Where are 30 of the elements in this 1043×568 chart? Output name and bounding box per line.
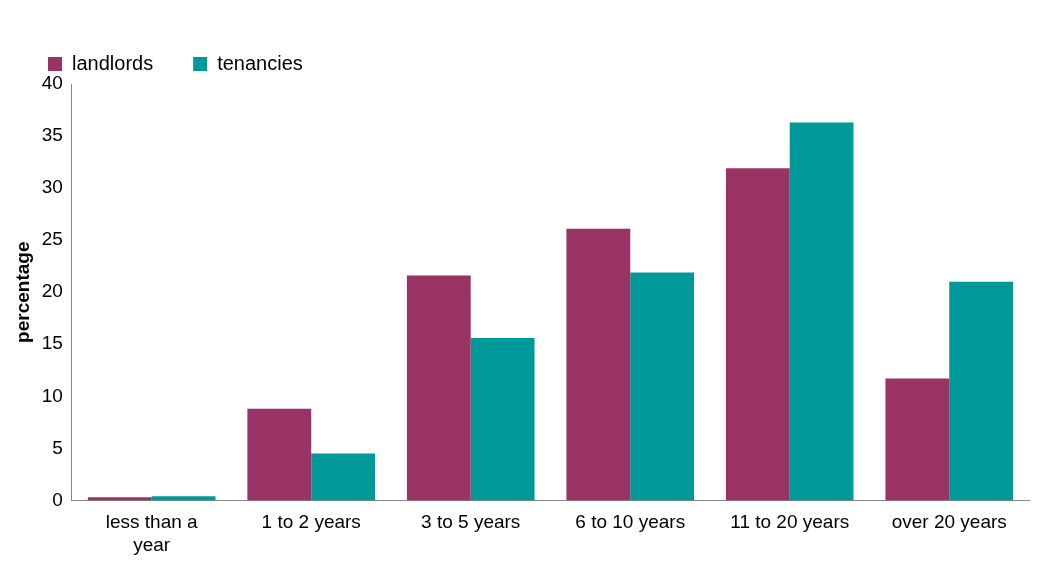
x-tick-label: less than a year <box>105 511 199 555</box>
y-tick-label: 5 <box>52 436 63 458</box>
x-tick-label: over 20 years <box>891 511 1007 533</box>
y-tick-label: 20 <box>41 280 63 302</box>
bar <box>87 497 152 501</box>
bar <box>247 408 312 501</box>
bar <box>470 338 535 501</box>
bar <box>311 453 376 501</box>
bar <box>885 378 950 501</box>
x-tick-label: 6 to 10 years <box>575 511 686 533</box>
y-tick-label: 15 <box>41 332 63 354</box>
legend-label: tenancies <box>217 51 303 74</box>
bar <box>630 272 695 501</box>
y-tick-label: 40 <box>41 72 63 94</box>
y-tick-label: 25 <box>41 228 63 250</box>
x-tick-label: 3 to 5 years <box>421 511 521 533</box>
x-tick-label: 1 to 2 years <box>261 511 361 533</box>
bar <box>725 168 790 501</box>
bar <box>151 496 216 501</box>
y-tick-label: 0 <box>52 488 63 510</box>
legend-label: landlords <box>72 51 154 74</box>
bar <box>406 275 471 501</box>
y-tick-label: 35 <box>41 124 63 146</box>
y-tick-label: 30 <box>41 176 63 198</box>
y-axis-title: percentage <box>11 241 33 343</box>
bar <box>566 228 631 501</box>
bar <box>789 122 854 501</box>
x-tick-label: 11 to 20 years <box>730 511 850 533</box>
bar <box>949 281 1014 501</box>
y-tick-label: 10 <box>41 384 63 406</box>
